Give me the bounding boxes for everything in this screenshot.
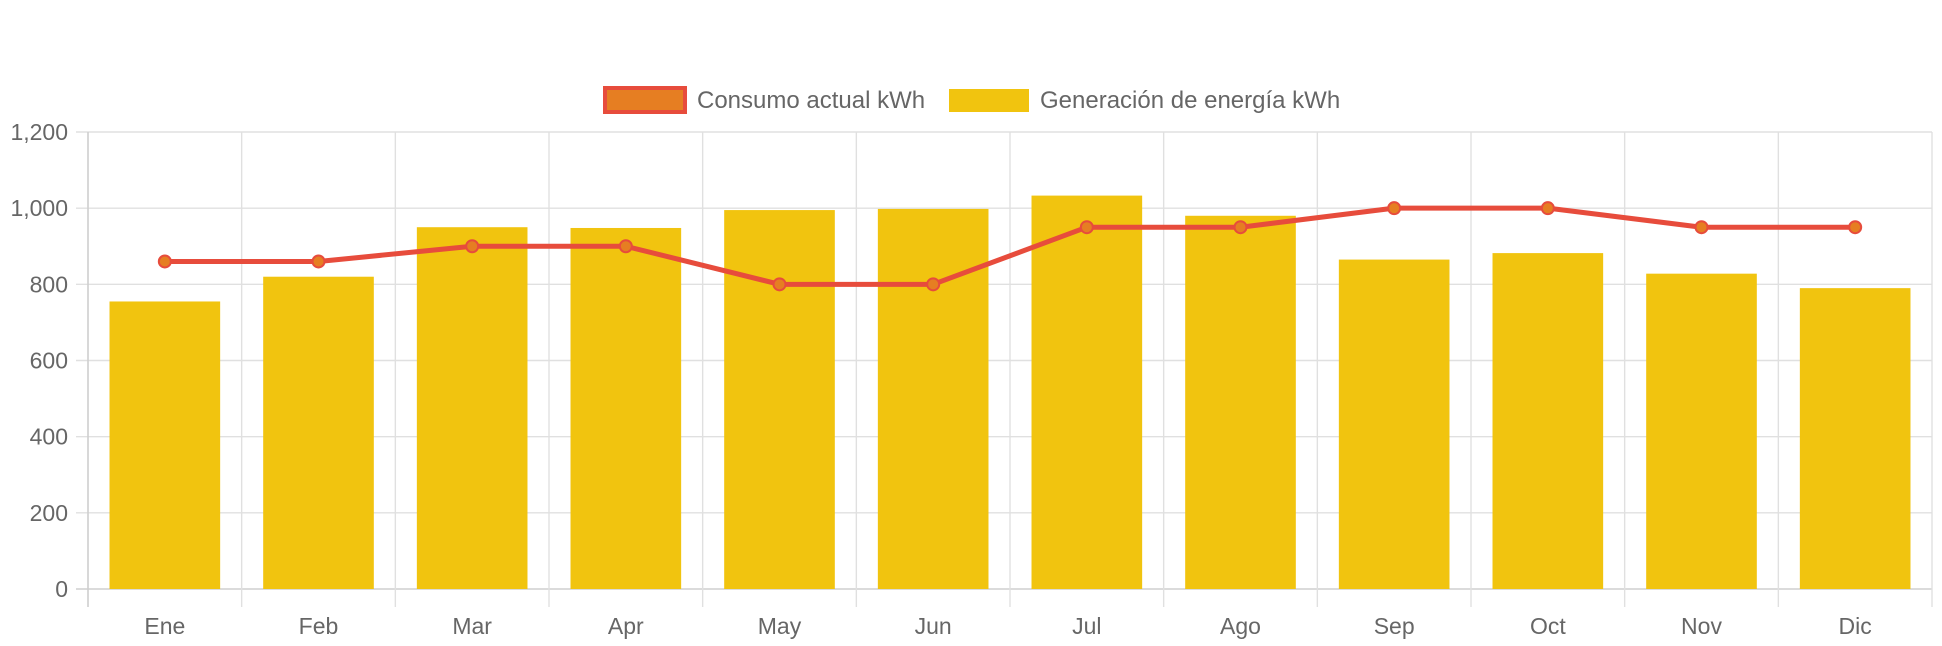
bar-series: [109, 195, 1911, 590]
legend-swatch-consumo: [603, 86, 687, 114]
legend: Consumo actual kWh Generación de energía…: [603, 86, 1340, 114]
point-jul[interactable]: [1079, 220, 1094, 235]
point-nov[interactable]: [1694, 220, 1709, 235]
legend-swatch-generacion: [949, 89, 1029, 112]
y-tick-label: 1,000: [10, 195, 68, 221]
point-feb[interactable]: [311, 254, 326, 269]
bar-dic[interactable]: [1799, 288, 1911, 589]
legend-label-consumo: Consumo actual kWh: [697, 87, 925, 114]
bar-apr[interactable]: [570, 227, 682, 589]
point-jun[interactable]: [926, 277, 941, 292]
x-tick-label: Apr: [608, 613, 644, 639]
legend-item-generacion[interactable]: Generación de energía kWh: [949, 87, 1340, 114]
x-tick-label: Mar: [452, 613, 492, 639]
point-ene[interactable]: [157, 254, 172, 269]
point-apr[interactable]: [618, 239, 633, 254]
point-dic[interactable]: [1848, 220, 1863, 235]
bar-jun[interactable]: [877, 208, 989, 589]
consumo-line: [164, 205, 1856, 287]
x-tick-label: Jun: [915, 613, 952, 639]
bar-ago[interactable]: [1185, 215, 1296, 590]
point-oct[interactable]: [1540, 201, 1555, 216]
y-tick-label: 800: [30, 271, 68, 297]
legend-label-generacion: Generación de energía kWh: [1040, 87, 1340, 114]
point-mar[interactable]: [465, 239, 480, 254]
grid-layer: [76, 131, 1933, 607]
axes: 0 200 400 600 800 1,000 1,200 Ene Feb Mar Apr May Ju…: [10, 119, 1871, 639]
x-tick-label: Sep: [1374, 613, 1415, 639]
bar-feb[interactable]: [263, 276, 374, 589]
bar-may[interactable]: [724, 210, 835, 589]
bar-nov[interactable]: [1646, 273, 1757, 589]
y-tick-label: 600: [30, 348, 68, 374]
x-tick-label: Oct: [1530, 613, 1566, 639]
y-tick-label: 1,200: [10, 119, 68, 145]
x-tick-label: Ene: [144, 613, 185, 639]
x-tick-label: Ago: [1220, 613, 1261, 639]
line-series: [157, 201, 1863, 292]
y-tick-label: 400: [30, 424, 68, 450]
x-tick-label: Jul: [1072, 613, 1101, 639]
x-tick-label: Dic: [1839, 613, 1872, 639]
x-tick-label: May: [758, 613, 802, 639]
bar-jul[interactable]: [1031, 195, 1143, 589]
bar-ene[interactable]: [109, 301, 221, 589]
point-may[interactable]: [772, 277, 787, 292]
x-tick-label: Nov: [1681, 613, 1722, 639]
legend-item-consumo[interactable]: Consumo actual kWh: [603, 86, 925, 114]
y-tick-label: 0: [55, 576, 68, 602]
point-sep[interactable]: [1387, 201, 1402, 216]
bar-mar[interactable]: [416, 227, 528, 590]
y-tick-label: 200: [30, 500, 68, 526]
bar-sep[interactable]: [1338, 259, 1450, 589]
x-tick-label: Feb: [299, 613, 339, 639]
point-ago[interactable]: [1233, 220, 1248, 235]
bar-oct[interactable]: [1492, 253, 1604, 590]
